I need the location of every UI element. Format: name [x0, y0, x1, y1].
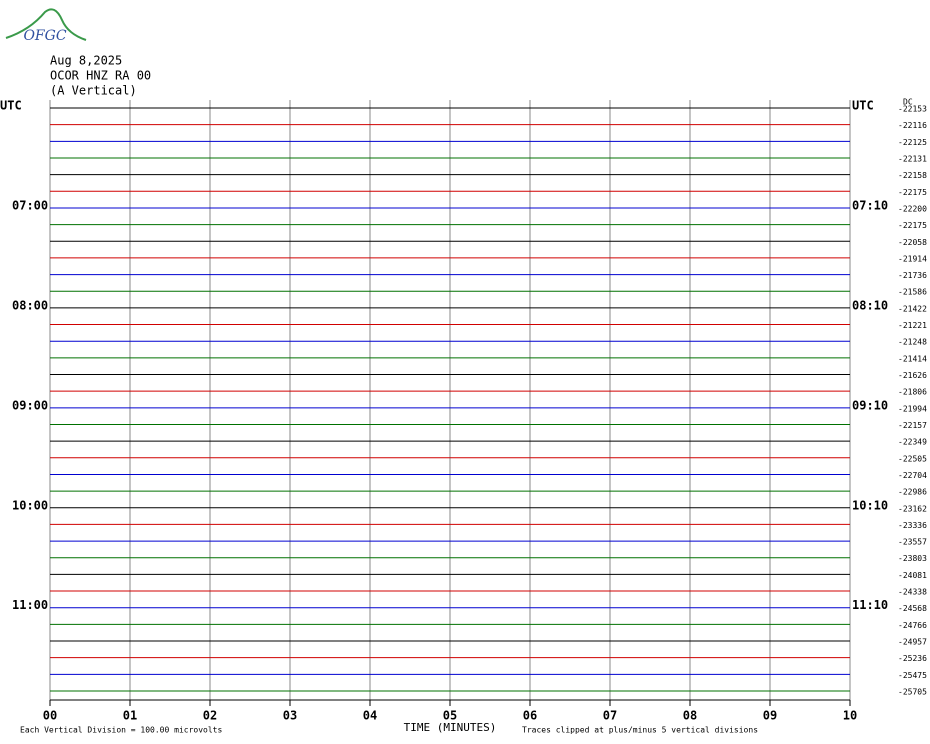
- dc-offset: -22175: [898, 188, 927, 197]
- dc-offset: -22505: [898, 454, 927, 463]
- dc-offset: -23557: [898, 538, 927, 547]
- date: Aug 8,2025: [50, 54, 122, 68]
- dc-offset: -25705: [898, 688, 927, 697]
- dc-offset: -22704: [898, 471, 927, 480]
- dc-offset: -25236: [898, 654, 927, 663]
- x-tick-label: 03: [283, 709, 297, 723]
- dc-offset: -23162: [898, 504, 927, 513]
- x-tick-label: 10: [843, 709, 857, 723]
- dc-offset: -21994: [898, 404, 927, 413]
- dc-offset: -22158: [898, 171, 927, 180]
- dc-offset: -21914: [898, 254, 927, 263]
- left-time-label: 10:00: [12, 498, 48, 512]
- x-tick-label: 05: [443, 709, 457, 723]
- dc-offset: -24081: [898, 571, 927, 580]
- dc-offset: -23336: [898, 521, 927, 530]
- x-tick-label: 08: [683, 709, 697, 723]
- dc-offset: -22349: [898, 438, 927, 447]
- x-tick-label: 09: [763, 709, 777, 723]
- right-time-label: 07:10: [852, 198, 888, 212]
- component: (A Vertical): [50, 84, 137, 98]
- dc-offset: -21806: [898, 388, 927, 397]
- dc-offset: -22153: [898, 105, 927, 114]
- dc-offset: -21221: [898, 321, 927, 330]
- dc-offset: -22131: [898, 154, 927, 163]
- dc-offset: -24568: [898, 604, 927, 613]
- clip-note: Traces clipped at plus/minus 5 vertical …: [522, 726, 758, 735]
- dc-header: DC: [903, 98, 913, 107]
- dc-offset: -21414: [898, 354, 927, 363]
- dc-offset: -22116: [898, 121, 927, 130]
- left-time-label: 09:00: [12, 398, 48, 412]
- station: OCOR HNZ RA 00: [50, 69, 151, 83]
- right-time-label: 11:10: [852, 598, 888, 612]
- dc-offset: -21422: [898, 304, 927, 313]
- dc-offset: -24957: [898, 638, 927, 647]
- logo: OFGC: [23, 28, 66, 44]
- dc-offset: -22175: [898, 221, 927, 230]
- dc-offset: -22200: [898, 204, 927, 213]
- x-tick-label: 02: [203, 709, 217, 723]
- left-time-label: 07:00: [12, 198, 48, 212]
- x-axis-label: TIME (MINUTES): [404, 721, 497, 734]
- dc-offset: -24338: [898, 588, 927, 597]
- dc-offset: -21626: [898, 371, 927, 380]
- logo-mark: [5, 8, 87, 41]
- right-time-label: 08:10: [852, 298, 888, 312]
- dc-offset: -23803: [898, 554, 927, 563]
- x-tick-label: 01: [123, 709, 137, 723]
- dc-offset: -22986: [898, 488, 927, 497]
- dc-offset: -21586: [898, 288, 927, 297]
- dc-offset: -22058: [898, 238, 927, 247]
- dc-offset: -21248: [898, 338, 927, 347]
- dc-offset: -22157: [898, 421, 927, 430]
- left-time-label: 08:00: [12, 298, 48, 312]
- left-time-label: UTC: [0, 99, 22, 113]
- x-tick-label: 06: [523, 709, 537, 723]
- x-tick-label: 04: [363, 709, 377, 723]
- dc-offset: -24766: [898, 621, 927, 630]
- x-tick-label: 07: [603, 709, 617, 723]
- right-time-label: UTC: [852, 99, 874, 113]
- scale-note: Each Vertical Division = 100.00 microvol…: [20, 726, 222, 735]
- dc-offset: -25475: [898, 671, 927, 680]
- x-tick-label: 00: [43, 709, 57, 723]
- left-time-label: 11:00: [12, 598, 48, 612]
- right-time-label: 09:10: [852, 398, 888, 412]
- dc-offset: -22125: [898, 138, 927, 147]
- dc-offset: -21736: [898, 271, 927, 280]
- right-time-label: 10:10: [852, 498, 888, 512]
